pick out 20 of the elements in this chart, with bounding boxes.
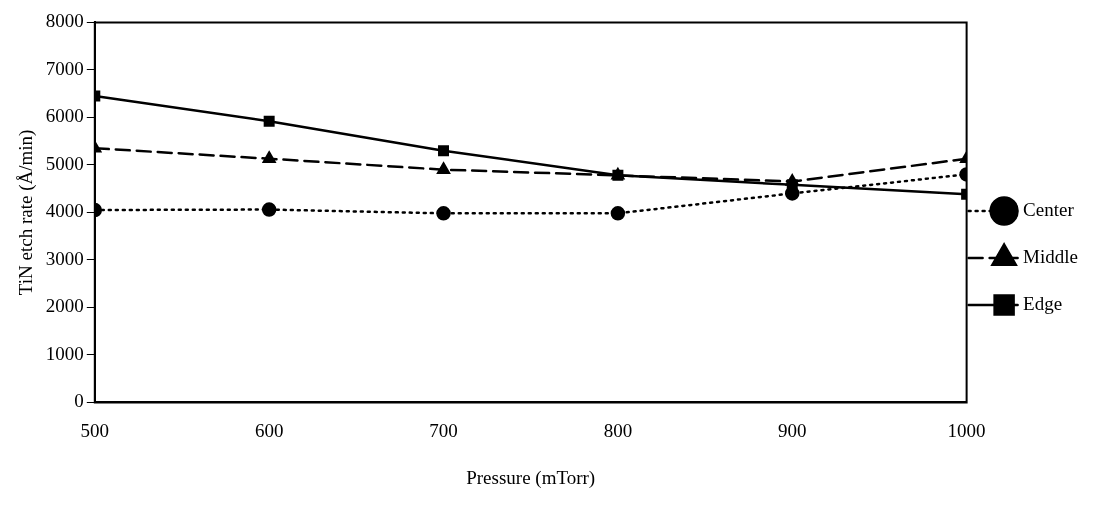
y-tick-label: 0 (74, 390, 84, 412)
x-tick-label: 700 (429, 419, 458, 441)
x-tick-label: 800 (603, 419, 633, 441)
y-tick-label: 8000 (45, 10, 84, 32)
x-axis-title: Pressure (mTorr) (466, 466, 596, 489)
y-tick-label: 7000 (45, 57, 84, 79)
y-tick-label: 4000 (45, 200, 84, 222)
x-tick-label: 600 (254, 419, 284, 441)
x-tick-label: 500 (80, 419, 110, 441)
x-tick-label: 1000 (947, 419, 986, 441)
y-tick-label: 5000 (45, 152, 84, 174)
y-tick-label: 3000 (45, 247, 84, 269)
y-tick-label: 1000 (45, 342, 84, 364)
y-axis-title: TiN etch rate (Å/min) (15, 129, 38, 296)
legend-label: Middle (1023, 245, 1079, 267)
y-tick-label: 2000 (45, 295, 84, 317)
x-tick-label: 900 (778, 419, 807, 441)
y-tick-label: 6000 (45, 105, 84, 127)
legend-label: Center (1023, 198, 1075, 220)
legend-label: Edge (1023, 292, 1063, 314)
